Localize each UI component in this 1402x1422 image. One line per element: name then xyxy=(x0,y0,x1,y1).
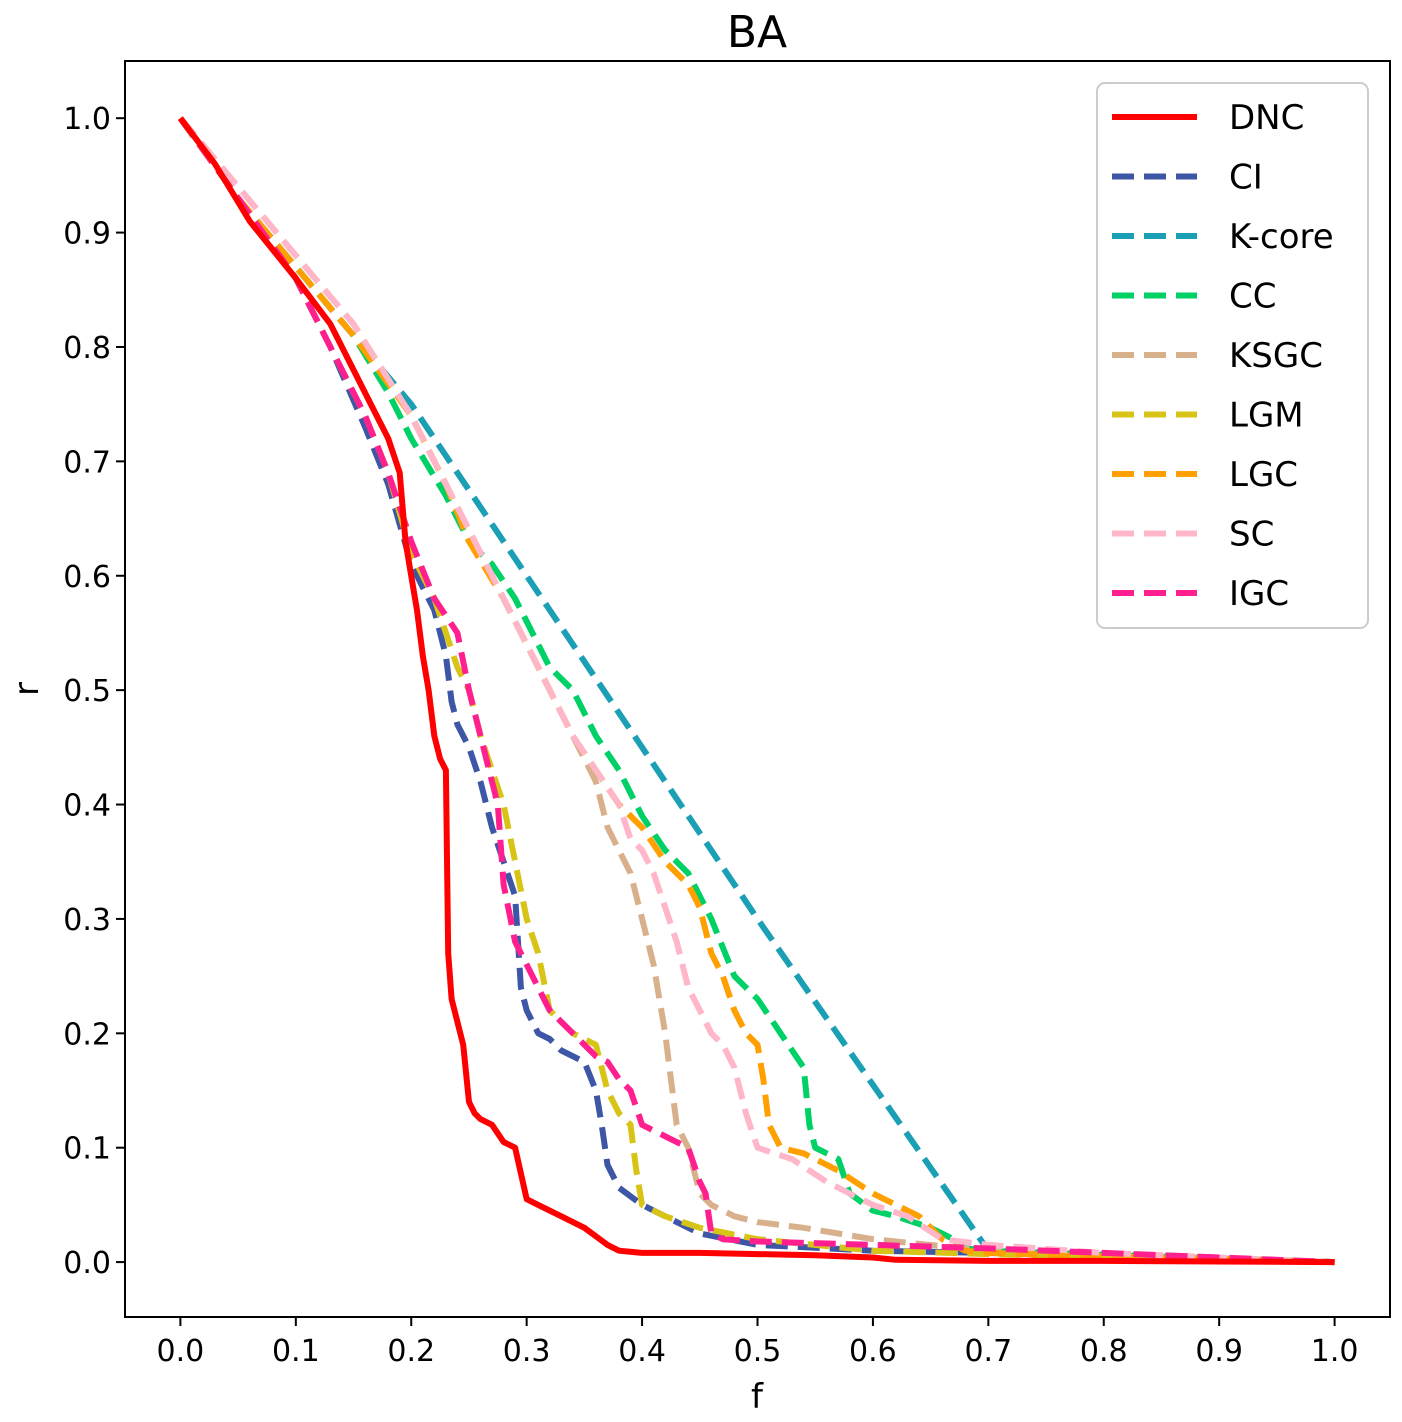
x-tick-label: 0.8 xyxy=(1080,1334,1128,1369)
x-tick-label: 0.4 xyxy=(618,1334,666,1369)
series-line-lgm xyxy=(177,116,1335,1266)
y-tick-label: 0.1 xyxy=(63,1132,111,1167)
y-tick-label: 0.9 xyxy=(63,217,111,252)
series-line-igc xyxy=(177,116,1335,1266)
x-tick-label: 0.1 xyxy=(272,1334,320,1369)
chart-title: BA xyxy=(727,7,787,58)
legend-label: IGC xyxy=(1229,574,1289,614)
y-tick-label: 0.0 xyxy=(63,1246,111,1281)
x-axis: 0.0 0.1 0.2 0.3 0.4 0.5 0.6 0.7 0.8 0.9 1.0 xyxy=(157,1317,1359,1369)
legend-label: CC xyxy=(1229,277,1276,317)
legend: DNC CI K-core CC KSGC LGM LGC SC IGC xyxy=(1096,82,1369,629)
y-tick-label: 0.5 xyxy=(63,674,111,709)
x-tick-label: 0.7 xyxy=(964,1334,1012,1369)
x-tick-label: 0.9 xyxy=(1195,1334,1243,1369)
legend-frame xyxy=(1096,82,1369,629)
x-axis-label: f xyxy=(751,1377,764,1417)
x-tick-label: 0.6 xyxy=(849,1334,897,1369)
y-tick-label: 0.8 xyxy=(63,331,111,366)
y-tick-label: 0.2 xyxy=(63,1017,111,1052)
y-tick-label: 0.7 xyxy=(63,445,111,480)
y-axis: 0.0 0.1 0.2 0.3 0.4 0.5 0.6 0.7 0.8 0.9 1.0 xyxy=(63,102,125,1281)
x-tick-label: 0.3 xyxy=(503,1334,551,1369)
series-layer xyxy=(177,116,1335,1266)
series-line-lgc xyxy=(177,116,1335,1266)
y-tick-label: 0.6 xyxy=(63,560,111,595)
legend-label: DNC xyxy=(1229,98,1304,138)
legend-label: K-core xyxy=(1229,217,1334,257)
series-line-dnc xyxy=(178,116,1335,1266)
legend-label: SC xyxy=(1229,515,1274,555)
legend-label: KSGC xyxy=(1229,336,1323,376)
x-tick-label: 0.5 xyxy=(734,1334,782,1369)
series-line-sc xyxy=(178,116,1335,1266)
x-tick-label: 1.0 xyxy=(1311,1334,1359,1369)
y-tick-label: 0.3 xyxy=(63,903,111,938)
legend-label: CI xyxy=(1229,158,1263,198)
legend-label: LGC xyxy=(1229,455,1298,495)
y-axis-label: r xyxy=(7,682,47,696)
series-line-cc xyxy=(177,116,1335,1266)
y-tick-label: 0.4 xyxy=(63,789,111,824)
x-tick-label: 0.2 xyxy=(387,1334,435,1369)
legend-label: LGM xyxy=(1229,396,1304,436)
x-tick-label: 0.0 xyxy=(157,1334,205,1369)
y-tick-label: 1.0 xyxy=(63,102,111,137)
